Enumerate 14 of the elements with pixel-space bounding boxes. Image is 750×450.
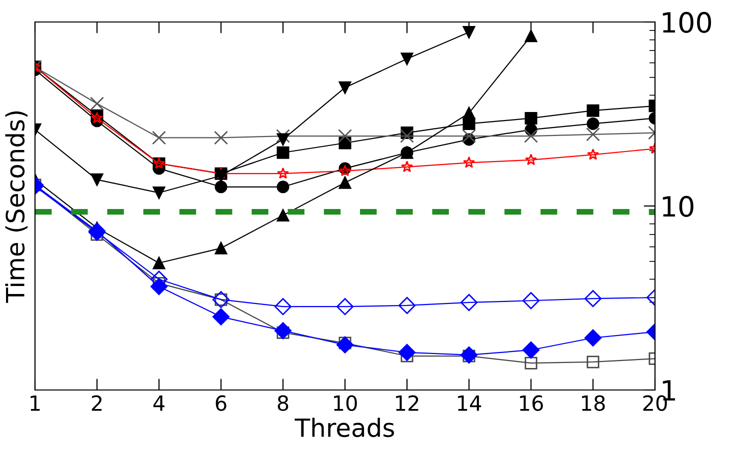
x-tick-label: 12 [396, 395, 418, 411]
y-tick-label: 100 [662, 12, 712, 33]
x-axis-title: Threads [294, 418, 394, 438]
x-tick-label: 4 [153, 396, 164, 411]
x-tick-label: 1 [30, 396, 40, 411]
x-tick-label: 16 [520, 395, 543, 411]
y-tick-label: 10 [662, 196, 694, 217]
y-axis-title: Time (Seconds) [5, 111, 28, 303]
x-tick-label: 18 [582, 395, 605, 411]
x-tick-label: 14 [458, 396, 482, 411]
x-tick-label: 10 [334, 395, 357, 411]
x-tick-label: 2 [92, 395, 102, 411]
x-tick-label: 6 [216, 395, 226, 411]
x-tick-label: 8 [278, 395, 288, 411]
